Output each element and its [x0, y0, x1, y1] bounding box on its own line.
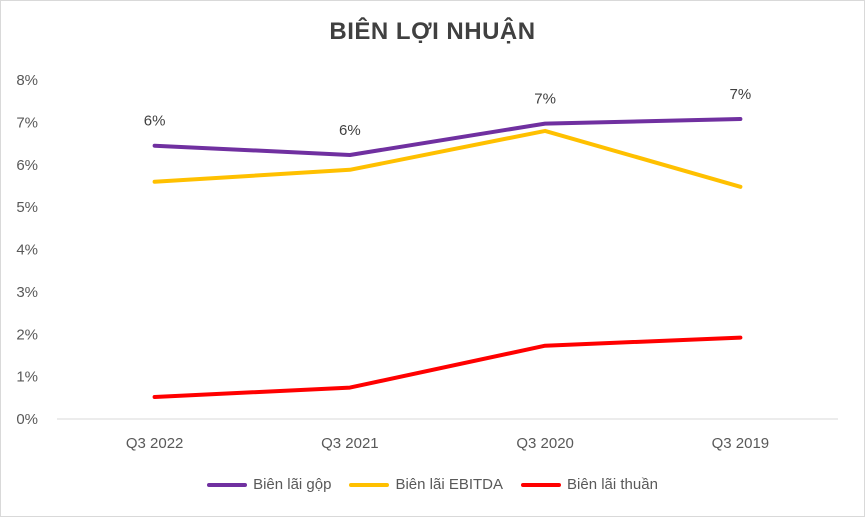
legend-swatch	[207, 482, 248, 487]
legend-label: Biên lãi thuần	[567, 476, 658, 493]
x-tick-label: Q3 2019	[712, 435, 770, 452]
data-label: 7%	[534, 91, 556, 108]
chart-title: BIÊN LỢI NHUẬN	[329, 18, 536, 45]
y-tick-label: 3%	[16, 284, 38, 301]
y-tick-label: 2%	[16, 326, 38, 343]
series-line-1	[152, 117, 743, 157]
legend-item-1: Biên lãi gộp	[207, 476, 331, 493]
y-tick-label: 5%	[16, 199, 38, 216]
series-line-2	[152, 128, 743, 189]
legend-label: Biên lãi gộp	[253, 476, 332, 493]
y-tick-label: 6%	[16, 157, 38, 174]
legend-swatch	[349, 482, 390, 487]
y-tick-label: 8%	[16, 72, 38, 89]
y-tick-label: 7%	[16, 114, 38, 131]
y-tick-label: 1%	[16, 369, 38, 386]
y-tick-label: 0%	[16, 411, 38, 428]
legend-item-2: Biên lãi EBITDA	[349, 476, 503, 493]
data-label: 7%	[730, 86, 752, 103]
chart-legend: Biên lãi gộp Biên lãi EBITDA Biên lãi thuầ…	[0, 476, 865, 493]
legend-label: Biên lãi EBITDA	[395, 476, 504, 493]
x-tick-label: Q3 2021	[321, 435, 379, 452]
data-label: 6%	[339, 122, 361, 139]
legend-item-3: Biên lãi thuần	[521, 476, 658, 493]
x-tick-label: Q3 2022	[126, 435, 184, 452]
y-tick-label: 4%	[16, 242, 38, 259]
data-label: 6%	[144, 113, 166, 130]
x-tick-label: Q3 2020	[516, 435, 574, 452]
legend-swatch	[521, 482, 562, 487]
series-line-3	[152, 335, 743, 399]
